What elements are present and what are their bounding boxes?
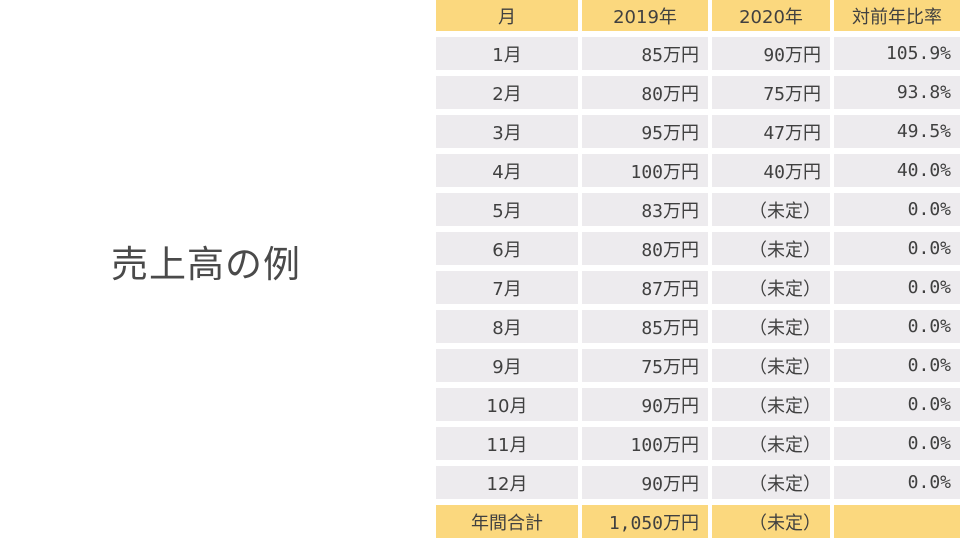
cell-month: 7月 <box>436 271 578 304</box>
cell-ratio-value: 0.0% <box>834 388 960 421</box>
cell-ratio-value: 0.0% <box>834 466 960 499</box>
cell-2020-value: （未定） <box>712 466 830 499</box>
cell-2019-value: 75万円 <box>582 349 708 382</box>
cell-2020-value: （未定） <box>712 271 830 304</box>
cell-2020-value: 90万円 <box>712 37 830 70</box>
cell-ratio-value: 0.0% <box>834 349 960 382</box>
cell-ratio-value: 0.0% <box>834 271 960 304</box>
cell-month: 11月 <box>436 427 578 460</box>
cell-month: 5月 <box>436 193 578 226</box>
cell-2019-value: 90万円 <box>582 466 708 499</box>
cell-month: 12月 <box>436 466 578 499</box>
cell-ratio-value: 0.0% <box>834 232 960 265</box>
cell-2019-value: 90万円 <box>582 388 708 421</box>
cell-month: 4月 <box>436 154 578 187</box>
cell-2019-value: 100万円 <box>582 427 708 460</box>
cell-month: 6月 <box>436 232 578 265</box>
cell-ratio-value: 0.0% <box>834 193 960 226</box>
cell-2019-value: 80万円 <box>582 232 708 265</box>
cell-month: 3月 <box>436 115 578 148</box>
cell-ratio-value: 0.0% <box>834 310 960 343</box>
cell-2020-value: （未定） <box>712 349 830 382</box>
cell-ratio-value: 0.0% <box>834 427 960 460</box>
cell-ratio-value: 105.9% <box>834 37 960 70</box>
cell-2019-value: 80万円 <box>582 76 708 109</box>
cell-2019-value: 87万円 <box>582 271 708 304</box>
cell-ratio-value: 40.0% <box>834 154 960 187</box>
cell-2020-value: （未定） <box>712 427 830 460</box>
cell-2020-value: （未定） <box>712 232 830 265</box>
cell-2020-value: 40万円 <box>712 154 830 187</box>
page-title: 売上高の例 <box>111 243 301 286</box>
cell-2019-value: 100万円 <box>582 154 708 187</box>
cell-2019-value: 85万円 <box>582 310 708 343</box>
cell-month: 2月 <box>436 76 578 109</box>
column-header-ratio: 対前年比率 <box>834 0 960 31</box>
total-ratio-value <box>834 505 960 538</box>
cell-month: 8月 <box>436 310 578 343</box>
cell-month: 1月 <box>436 37 578 70</box>
cell-2019-value: 85万円 <box>582 37 708 70</box>
cell-2020-value: 47万円 <box>712 115 830 148</box>
cell-month: 10月 <box>436 388 578 421</box>
total-2020-value: （未定） <box>712 505 830 538</box>
cell-2019-value: 95万円 <box>582 115 708 148</box>
cell-2020-value: 75万円 <box>712 76 830 109</box>
sales-table: 月 2019年 2020年 対前年比率 1月 85万円 90万円 105.9% … <box>436 0 960 538</box>
column-header-month: 月 <box>436 0 578 31</box>
cell-2020-value: （未定） <box>712 388 830 421</box>
cell-ratio-value: 49.5% <box>834 115 960 148</box>
cell-2020-value: （未定） <box>712 310 830 343</box>
cell-ratio-value: 93.8% <box>834 76 960 109</box>
cell-2020-value: （未定） <box>712 193 830 226</box>
column-header-2019: 2019年 <box>582 0 708 31</box>
cell-2019-value: 83万円 <box>582 193 708 226</box>
column-header-2020: 2020年 <box>712 0 830 31</box>
cell-month: 9月 <box>436 349 578 382</box>
total-row-label: 年間合計 <box>436 505 578 538</box>
total-2019-value: 1,050万円 <box>582 505 708 538</box>
